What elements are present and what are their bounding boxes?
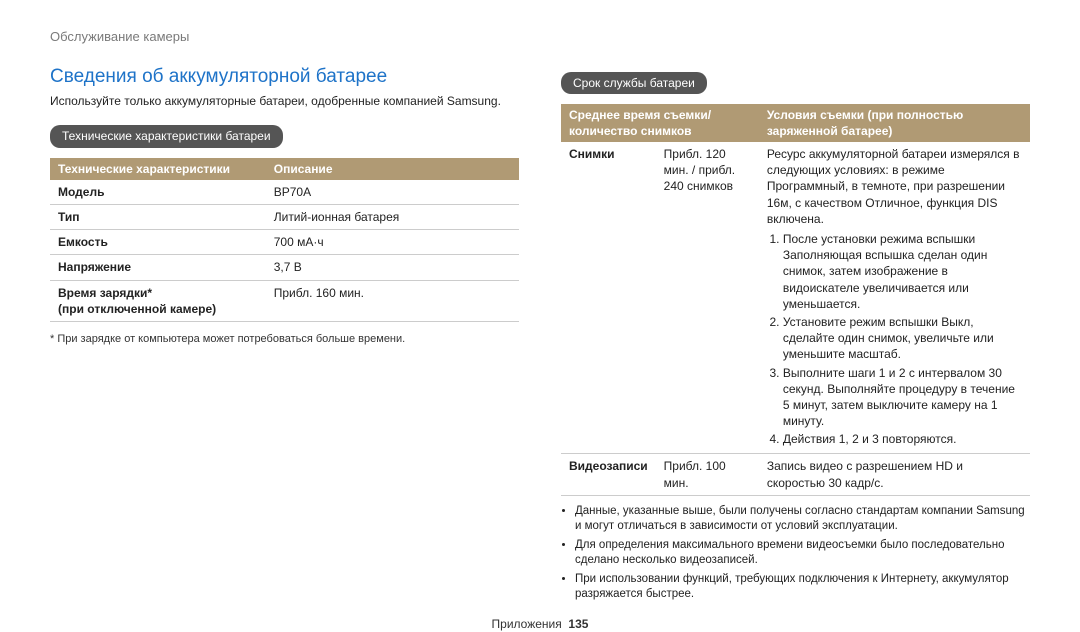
spec-subhead: Технические характеристики батареи [50, 125, 283, 147]
list-item: После установки режима вспышки Заполняющ… [783, 231, 1022, 312]
spec-val: BP70A [266, 180, 519, 205]
list-item: Установите режим вспышки Выкл, сделайте … [783, 314, 1022, 363]
table-row: ТипЛитий-ионная батарея [50, 204, 519, 229]
list-item: Действия 1, 2 и 3 повторяются. [783, 431, 1022, 447]
life-video-cond: Запись видео с разрешением HD и скорость… [759, 454, 1030, 495]
list-item: Данные, указанные выше, были получены со… [575, 504, 1030, 535]
life-photo-label: Снимки [561, 142, 656, 454]
list-item: При использовании функций, требующих под… [575, 572, 1030, 603]
spec-footnote: * При зарядке от компьютера может потреб… [50, 332, 519, 347]
spec-key: Напряжение [50, 255, 266, 280]
life-th-time: Среднее время съемки/ количество снимков [561, 104, 759, 142]
breadcrumb: Обслуживание камеры [50, 28, 1030, 46]
page-heading: Сведения об аккумуляторной батарее [50, 64, 519, 90]
table-row: МодельBP70A [50, 180, 519, 205]
table-row: Снимки Прибл. 120 мин. / прибл. 240 сним… [561, 142, 1030, 454]
list-item: Для определения максимального времени ви… [575, 538, 1030, 569]
life-video-value: Прибл. 100 мин. [656, 454, 759, 495]
spec-key: Модель [50, 180, 266, 205]
spec-val: Литий-ионная батарея [266, 204, 519, 229]
table-row: Видеозаписи Прибл. 100 мин. Запись видео… [561, 454, 1030, 495]
spec-key: Время зарядки* (при отключенной камере) [50, 280, 266, 321]
footer-page: 135 [568, 617, 588, 631]
life-table: Среднее время съемки/ количество снимков… [561, 104, 1030, 496]
life-photo-value: Прибл. 120 мин. / прибл. 240 снимков [656, 142, 759, 454]
spec-key: Емкость [50, 230, 266, 255]
life-notes: Данные, указанные выше, были получены со… [561, 504, 1030, 603]
left-column: Сведения об аккумуляторной батарее Испол… [50, 64, 519, 606]
footer-section: Приложения [492, 617, 562, 631]
spec-th-label: Технические характеристики [50, 158, 266, 180]
table-row: Напряжение3,7 В [50, 255, 519, 280]
life-video-label: Видеозаписи [561, 454, 656, 495]
table-row: Емкость700 мА·ч [50, 230, 519, 255]
right-column: Срок службы батареи Среднее время съемки… [561, 64, 1030, 606]
life-photo-steps: После установки режима вспышки Заполняющ… [767, 231, 1022, 447]
spec-val: 3,7 В [266, 255, 519, 280]
spec-val: Прибл. 160 мин. [266, 280, 519, 321]
intro-text: Используйте только аккумуляторные батаре… [50, 93, 519, 109]
life-th-cond: Условия съемки (при полностью заряженной… [759, 104, 1030, 142]
spec-key: Тип [50, 204, 266, 229]
spec-th-desc: Описание [266, 158, 519, 180]
life-subhead: Срок службы батареи [561, 72, 707, 94]
list-item: Выполните шаги 1 и 2 с интервалом 30 сек… [783, 365, 1022, 430]
spec-val: 700 мА·ч [266, 230, 519, 255]
life-photo-cond: Ресурс аккумуляторной батареи измерялся … [759, 142, 1030, 454]
table-row: Время зарядки* (при отключенной камере)П… [50, 280, 519, 321]
life-photo-intro: Ресурс аккумуляторной батареи измерялся … [767, 146, 1022, 227]
spec-table: Технические характеристики Описание Моде… [50, 158, 519, 322]
